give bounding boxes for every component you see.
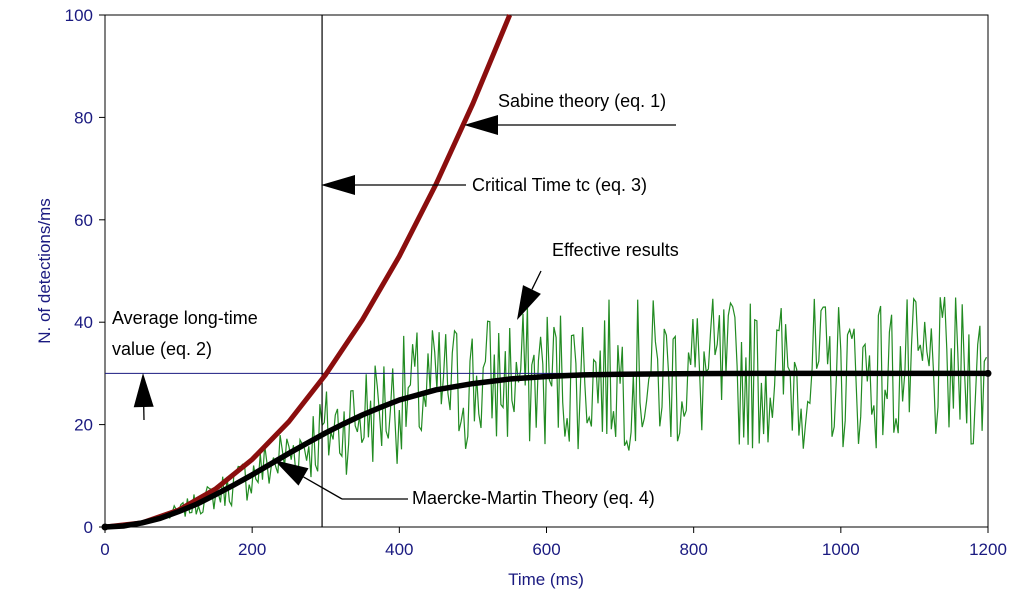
y-axis: 0 20 40 60 80 100	[65, 6, 105, 537]
y-tick-label: 100	[65, 6, 93, 25]
annotation-critical-time: Critical Time tc (eq. 3)	[472, 175, 647, 195]
annotation-layer: Sabine theory (eq. 1) Critical Time tc (…	[112, 91, 679, 508]
effective-results-line	[166, 296, 988, 520]
arrow-critical-time-head	[321, 175, 355, 195]
x-axis: 0 200 400 600 800 1000 1200	[100, 527, 1007, 559]
y-tick-label: 40	[74, 313, 93, 332]
x-tick-label: 0	[100, 540, 109, 559]
sabine-theory-line	[104, 14, 513, 530]
y-tick-label: 0	[84, 518, 93, 537]
arrow-effective-results-head	[517, 285, 541, 320]
x-tick-label: 800	[679, 540, 707, 559]
arrow-average-head	[133, 373, 154, 408]
y-tick-label: 20	[74, 416, 93, 435]
x-tick-label: 1200	[969, 540, 1007, 559]
maercke-martin-end-point	[984, 369, 992, 377]
y-tick-label: 80	[74, 108, 93, 127]
x-axis-title: Time (ms)	[508, 570, 584, 589]
x-tick-label: 400	[385, 540, 413, 559]
y-tick-label: 60	[74, 211, 93, 230]
x-tick-label: 200	[238, 540, 266, 559]
annotation-average-line1: Average long-time	[112, 308, 258, 328]
x-tick-label: 600	[532, 540, 560, 559]
arrow-maercke-martin-head	[274, 460, 309, 486]
series-layer	[101, 14, 992, 531]
arrow-maercke-martin-line	[303, 476, 343, 500]
arrow-sabine-head	[464, 115, 498, 135]
annotation-average-line2: value (eq. 2)	[112, 339, 212, 359]
annotation-sabine: Sabine theory (eq. 1)	[498, 91, 666, 111]
annotation-effective-results: Effective results	[552, 240, 679, 260]
y-axis-title: N. of detections/ms	[35, 198, 54, 344]
x-tick-label: 1000	[822, 540, 860, 559]
maercke-martin-line	[104, 370, 988, 530]
maercke-martin-start-point	[101, 523, 109, 531]
annotation-maercke-martin: Maercke-Martin Theory (eq. 4)	[412, 488, 655, 508]
arrow-effective-results-line	[531, 270, 542, 290]
